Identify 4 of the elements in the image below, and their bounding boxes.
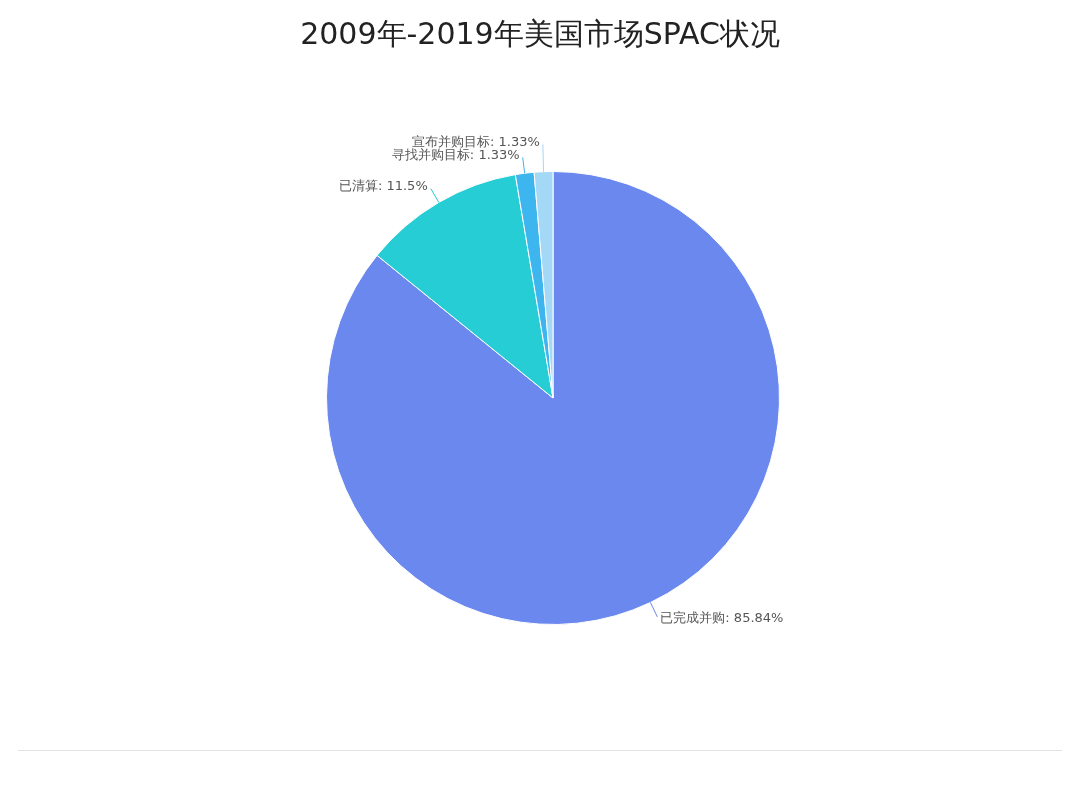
- slice-label: 宣布并购目标: 1.33%: [412, 133, 540, 149]
- chart-title: 2009年-2019年美国市场SPAC状况: [299, 15, 781, 53]
- slice-label: 已完成并购: 85.84%: [660, 610, 784, 626]
- slice-label: 已清算: 11.5%: [338, 177, 428, 193]
